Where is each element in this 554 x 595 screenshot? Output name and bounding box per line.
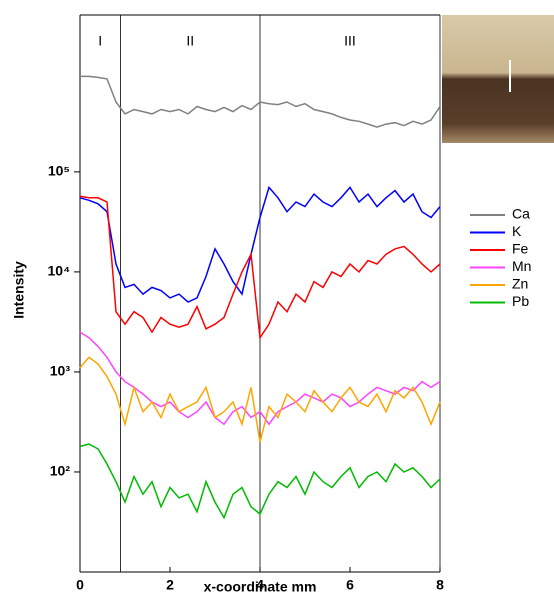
- x-tick-label: 8: [436, 577, 444, 593]
- y-axis-label: Intensity: [11, 261, 27, 319]
- series-line: [79, 356, 441, 443]
- x-axis-label: x-coordinate mm: [204, 579, 317, 595]
- y-tick-label: 10⁴: [48, 263, 71, 279]
- series-line: [80, 75, 441, 128]
- inset-photo: [442, 15, 554, 143]
- legend-label: Ca: [512, 206, 530, 222]
- series-line: [79, 195, 441, 340]
- x-tick-label: 0: [76, 577, 84, 593]
- x-tick-label: 4: [256, 577, 264, 593]
- region-label: II: [186, 33, 194, 49]
- legend-label: Pb: [512, 293, 529, 309]
- x-tick-label: 6: [346, 577, 354, 593]
- series-line: [79, 443, 441, 520]
- region-label: III: [344, 33, 356, 49]
- legend-label: Fe: [512, 241, 529, 257]
- y-tick-label: 10⁵: [48, 163, 70, 179]
- region-label: I: [98, 33, 102, 49]
- series-line: [79, 331, 441, 426]
- legend-label: Mn: [512, 258, 531, 274]
- series-line: [79, 185, 441, 303]
- x-tick-label: 2: [166, 577, 174, 593]
- legend-label: Zn: [512, 276, 528, 292]
- y-tick-label: 10²: [50, 463, 71, 479]
- y-tick-label: 10³: [50, 363, 71, 379]
- legend-label: K: [512, 223, 522, 239]
